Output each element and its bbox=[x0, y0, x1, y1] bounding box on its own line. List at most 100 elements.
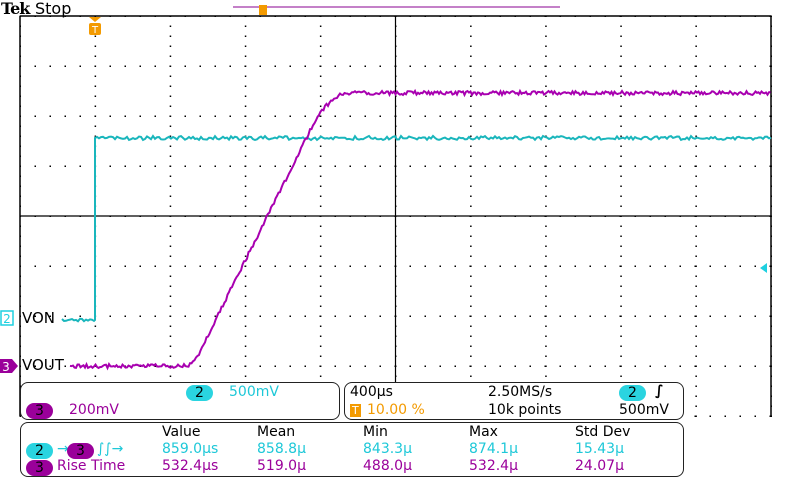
grid-dot bbox=[680, 316, 682, 318]
grid-dot bbox=[65, 316, 67, 318]
grid-dot bbox=[80, 266, 82, 268]
grid-dot bbox=[470, 256, 472, 258]
grid-dot bbox=[710, 166, 712, 168]
grid-dot bbox=[410, 66, 412, 68]
grid-dot bbox=[245, 246, 247, 248]
grid-dot bbox=[140, 316, 142, 318]
grid-dot bbox=[245, 36, 247, 38]
channel-2-marker-icon[interactable]: 2 bbox=[1, 311, 13, 326]
grid-dot bbox=[695, 146, 697, 148]
grid-dot bbox=[470, 86, 472, 88]
grid-dot bbox=[65, 116, 67, 118]
grid-dot bbox=[695, 256, 697, 258]
grid-dot bbox=[680, 116, 682, 118]
timebase-trigger-panel[interactable]: 400µs 2.50MS/s 2 ∫ T 10.00 % 10k points … bbox=[344, 382, 684, 420]
grid-dot bbox=[200, 66, 202, 68]
grid-dot bbox=[695, 186, 697, 188]
grid-dot bbox=[620, 206, 622, 208]
grid-dot bbox=[560, 366, 562, 368]
grid-dot bbox=[50, 116, 52, 118]
grid-dot bbox=[470, 246, 472, 248]
grid-dot bbox=[440, 366, 442, 368]
channel-3-marker-icon[interactable]: 3 bbox=[0, 359, 18, 374]
grid-dot bbox=[590, 266, 592, 268]
grid-dot bbox=[695, 236, 697, 238]
grid-dot bbox=[695, 366, 697, 368]
grid-dot bbox=[170, 146, 172, 148]
grid-dot bbox=[350, 66, 352, 68]
grid-dot bbox=[620, 296, 622, 298]
grid-dot bbox=[95, 126, 97, 128]
grid-dot bbox=[665, 316, 667, 318]
grid-dot bbox=[380, 266, 382, 268]
grid-dot bbox=[365, 366, 367, 368]
grid-dot bbox=[695, 66, 697, 68]
record-trigger-marker-icon bbox=[259, 5, 267, 15]
grid-dot bbox=[185, 116, 187, 118]
grid-dot bbox=[755, 416, 757, 418]
grid-dot bbox=[545, 316, 547, 318]
grid-dot bbox=[170, 66, 172, 68]
grid-dot bbox=[65, 166, 67, 168]
channel-scale-panel[interactable]: 2 500mV 3 200mV bbox=[20, 382, 340, 420]
trigger-position-marker-icon[interactable]: T bbox=[89, 17, 101, 36]
grid-dot bbox=[125, 166, 127, 168]
grid-dot bbox=[95, 46, 97, 48]
grid-dot bbox=[470, 286, 472, 288]
grid-dot bbox=[320, 86, 322, 88]
grid-dot bbox=[695, 386, 697, 388]
grid-dot bbox=[425, 366, 427, 368]
grid-dot bbox=[365, 166, 367, 168]
grid-dot bbox=[665, 266, 667, 268]
grid-dot bbox=[470, 176, 472, 178]
grid-dot bbox=[620, 126, 622, 128]
grid-dot bbox=[620, 86, 622, 88]
grid-dot bbox=[335, 266, 337, 268]
delay-max: 874.1µ bbox=[469, 441, 518, 457]
grid-dot bbox=[620, 236, 622, 238]
grid-dot bbox=[695, 346, 697, 348]
grid-dot bbox=[695, 106, 697, 108]
grid-dot bbox=[290, 66, 292, 68]
grid-dot bbox=[170, 326, 172, 328]
grid-dot bbox=[65, 66, 67, 68]
grid-dot bbox=[650, 316, 652, 318]
grid-dot bbox=[95, 106, 97, 108]
grid-dot bbox=[275, 366, 277, 368]
grid-dot bbox=[245, 336, 247, 338]
grid-dot bbox=[245, 86, 247, 88]
grid-dot bbox=[545, 246, 547, 248]
grid-dot bbox=[470, 356, 472, 358]
grid-dot bbox=[425, 316, 427, 318]
grid-dot bbox=[110, 116, 112, 118]
grid-dot bbox=[170, 236, 172, 238]
grid-dot bbox=[590, 366, 592, 368]
grid-dot bbox=[245, 356, 247, 358]
grid-dot bbox=[545, 196, 547, 198]
grid-dot bbox=[320, 76, 322, 78]
grid-dot bbox=[725, 266, 727, 268]
grid-dot bbox=[95, 376, 97, 378]
grid-dot bbox=[695, 336, 697, 338]
grid-dot bbox=[695, 316, 697, 318]
grid-dot bbox=[695, 196, 697, 198]
grid-dot bbox=[320, 226, 322, 228]
grid-dot bbox=[140, 116, 142, 118]
grid-dot bbox=[320, 296, 322, 298]
measurement-panel[interactable]: Value Mean Min Max Std Dev 2 → 3 ∫∫→ 859… bbox=[20, 422, 684, 477]
grid-dot bbox=[620, 66, 622, 68]
grid-dot bbox=[170, 86, 172, 88]
grid-dot bbox=[245, 366, 247, 368]
grid-dot bbox=[740, 316, 742, 318]
grid-dot bbox=[515, 266, 517, 268]
trigger-level-marker-icon[interactable] bbox=[760, 263, 767, 273]
grid-dot bbox=[620, 156, 622, 158]
grid-dot bbox=[560, 266, 562, 268]
grid-dot bbox=[260, 316, 262, 318]
grid-dot bbox=[260, 116, 262, 118]
grid-dot bbox=[545, 376, 547, 378]
grid-dot bbox=[470, 106, 472, 108]
grid-dot bbox=[320, 56, 322, 58]
grid-dot bbox=[380, 316, 382, 318]
channel-2-scale: 500mV bbox=[229, 384, 279, 400]
